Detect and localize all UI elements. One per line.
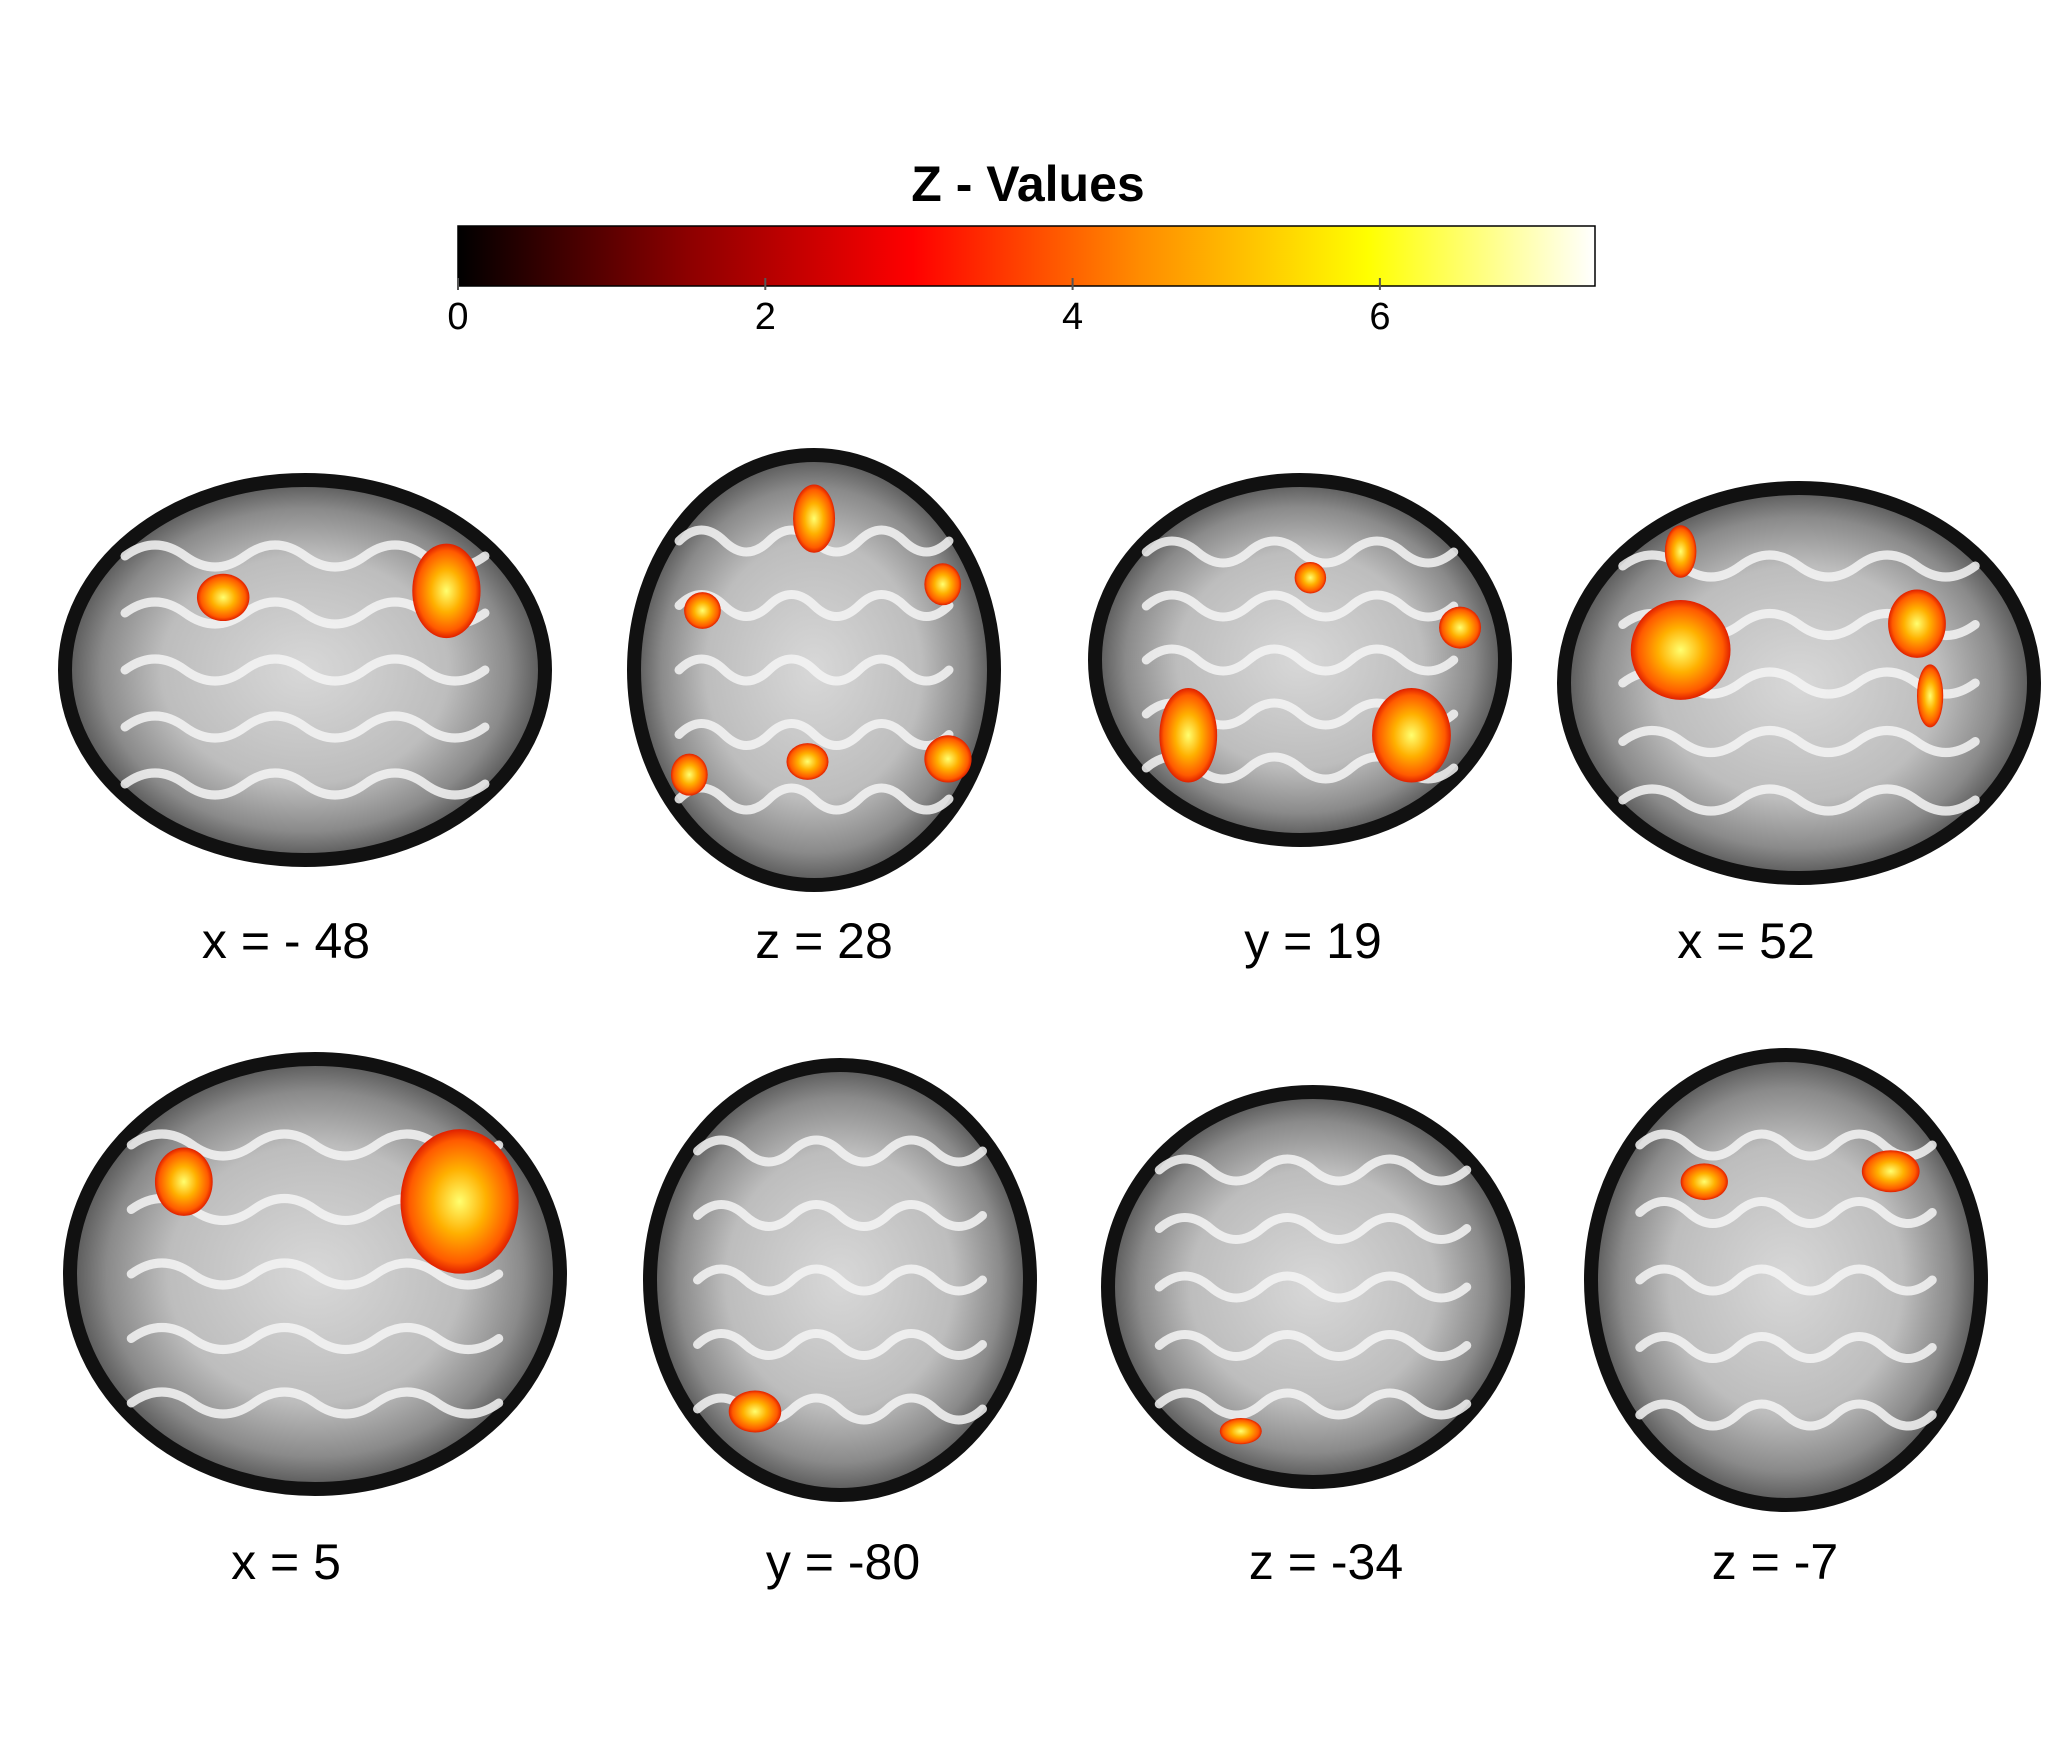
activation — [154, 1147, 213, 1216]
activation — [412, 543, 481, 639]
slice-label: x = 5 — [231, 1534, 341, 1590]
sulcus — [1635, 1129, 1937, 1161]
slice-label: z = -7 — [1712, 1534, 1838, 1590]
activation — [1664, 525, 1697, 578]
sulcus — [126, 1323, 504, 1354]
brain-slice — [1557, 481, 2041, 885]
sulcus — [126, 1258, 504, 1290]
sulcus — [674, 719, 954, 750]
activation — [400, 1129, 519, 1274]
slice-label: z = -34 — [1249, 1534, 1403, 1590]
sulcus — [1141, 644, 1459, 676]
colorbar-title: Z - Values — [911, 156, 1144, 212]
slice-label: y = 19 — [1244, 913, 1382, 969]
activation — [670, 753, 708, 796]
brain-slices — [58, 448, 2041, 1512]
sulcus — [1618, 726, 1980, 757]
slice-label: z = 28 — [755, 913, 893, 969]
tick-label: 2 — [755, 296, 776, 338]
brain-slice — [58, 473, 552, 867]
brain-slice — [627, 448, 1001, 892]
sulcus — [1635, 1332, 1937, 1363]
activation — [196, 573, 250, 622]
sulcus — [693, 1329, 987, 1360]
sulcus — [674, 783, 954, 815]
sulcus — [1154, 1271, 1472, 1303]
activation — [1888, 589, 1946, 658]
sulcus — [1154, 1213, 1472, 1244]
sulcus — [120, 654, 490, 686]
brain-slice — [1584, 1048, 1988, 1512]
activation — [924, 563, 962, 606]
sulcus — [126, 1387, 504, 1419]
sulcus — [120, 768, 490, 800]
sulcus — [1618, 784, 1980, 816]
sulcus — [120, 711, 490, 743]
tick-label: 4 — [1062, 296, 1083, 338]
brain-slice — [643, 1058, 1037, 1502]
activation — [786, 743, 829, 780]
activation — [1439, 606, 1482, 649]
sulcus — [1141, 536, 1459, 568]
activation — [1372, 688, 1451, 783]
slice-label: x = 52 — [1677, 913, 1815, 969]
sulcus — [1154, 1388, 1472, 1420]
sulcus — [693, 1135, 987, 1167]
activation — [684, 592, 721, 629]
slice-label: y = -80 — [766, 1534, 920, 1590]
brain-slice — [63, 1052, 567, 1496]
slice-label: x = - 48 — [202, 913, 370, 969]
sulcus — [1635, 1264, 1937, 1296]
activation — [793, 484, 836, 553]
activation — [1219, 1418, 1262, 1445]
activation — [1916, 664, 1944, 728]
activation — [1861, 1150, 1920, 1193]
activation — [924, 735, 972, 783]
activation — [1159, 688, 1218, 783]
activation — [728, 1390, 782, 1433]
sulcus — [1635, 1197, 1937, 1228]
sulcus — [1141, 590, 1459, 622]
sulcus — [1635, 1399, 1937, 1431]
colorbar — [457, 225, 1596, 287]
sulcus — [693, 1264, 987, 1296]
tick-label: 0 — [447, 296, 468, 338]
sulcus — [1154, 1330, 1472, 1361]
sulcus — [693, 1200, 987, 1231]
brain-slice — [1088, 473, 1512, 847]
tick-label: 6 — [1369, 296, 1390, 338]
activation — [1680, 1163, 1728, 1201]
brain-slice — [1101, 1085, 1525, 1489]
activation — [1294, 561, 1327, 594]
sulcus — [674, 654, 954, 686]
activation — [1630, 600, 1731, 700]
sulcus — [674, 590, 954, 621]
sulcus — [1154, 1154, 1472, 1186]
